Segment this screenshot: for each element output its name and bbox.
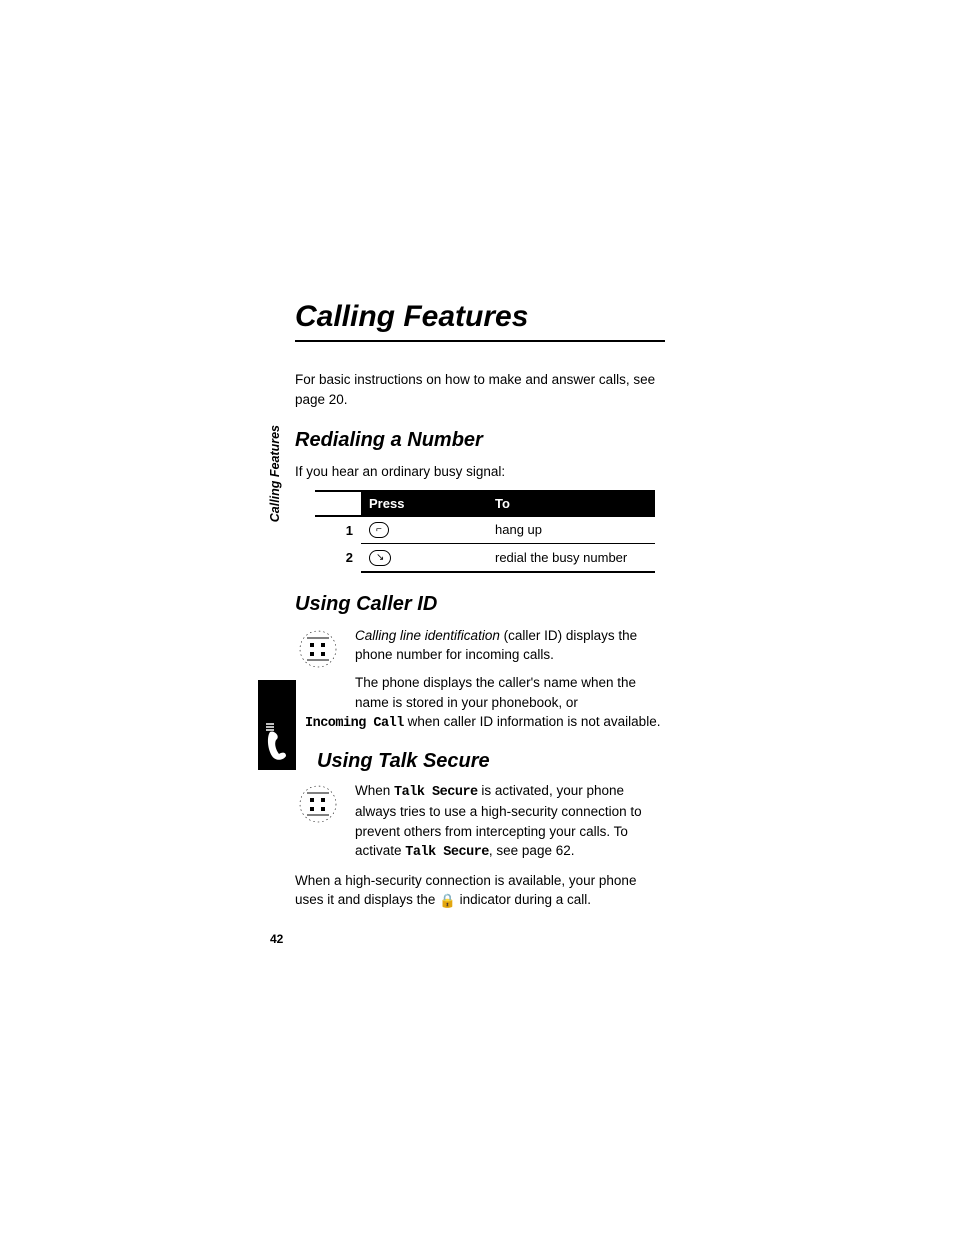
callerid-p2-start: The phone displays the caller's name whe… [355, 673, 665, 712]
phone-tab-icon [264, 722, 290, 762]
press-cell: ↘ [361, 544, 487, 572]
talk-secure-label: Talk Secure [394, 785, 478, 800]
talksecure-p2: When a high-security connection is avail… [295, 871, 665, 911]
callerid-lead: Calling line identification [355, 628, 500, 643]
text-span: when caller ID information is not availa… [404, 714, 661, 729]
step-number: 2 [315, 544, 361, 572]
redial-intro: If you hear an ordinary busy signal: [295, 462, 665, 482]
text-span: indicator during a call. [456, 892, 591, 907]
table-row: 2 ↘ redial the busy number [315, 544, 655, 572]
table-corner [315, 491, 361, 516]
redial-heading: Redialing a Number [295, 429, 665, 452]
page-number: 42 [270, 932, 283, 946]
chapter-title: Calling Features [295, 300, 665, 334]
incoming-call-label: Incoming Call [305, 716, 404, 731]
text-span: , see page 62. [489, 843, 575, 858]
network-feature-icon [295, 626, 341, 678]
talksecure-p1: When Talk Secure is activated, your phon… [355, 781, 665, 863]
end-key-icon: ⌐ [369, 522, 389, 538]
side-section-label: Calling Features [268, 425, 282, 555]
to-cell: redial the busy number [487, 544, 655, 572]
table-head-to: To [487, 491, 655, 516]
table-head-press: Press [361, 491, 487, 516]
talk-secure-label: Talk Secure [405, 845, 489, 860]
callerid-heading: Using Caller ID [295, 593, 665, 616]
talksecure-heading: Using Talk Secure [317, 750, 665, 773]
network-feature-icon [295, 781, 341, 833]
table-row: 1 ⌐ hang up [315, 516, 655, 544]
callerid-p1: Calling line identification (caller ID) … [355, 626, 665, 665]
text-span: The phone displays the caller's name whe… [355, 675, 636, 710]
page-content: Calling Features For basic instructions … [295, 300, 665, 919]
side-tab [258, 680, 296, 770]
press-cell: ⌐ [361, 516, 487, 544]
lock-indicator-icon: 🔒 [439, 891, 456, 911]
title-rule [295, 340, 665, 342]
to-cell: hang up [487, 516, 655, 544]
step-number: 1 [315, 516, 361, 544]
redial-steps-table: Press To 1 ⌐ hang up 2 ↘ redial the busy… [315, 490, 655, 573]
text-span: When [355, 783, 394, 798]
callerid-p2-cont: Incoming Call when caller ID information… [305, 712, 665, 734]
send-key-icon: ↘ [369, 550, 391, 566]
intro-text: For basic instructions on how to make an… [295, 370, 665, 409]
